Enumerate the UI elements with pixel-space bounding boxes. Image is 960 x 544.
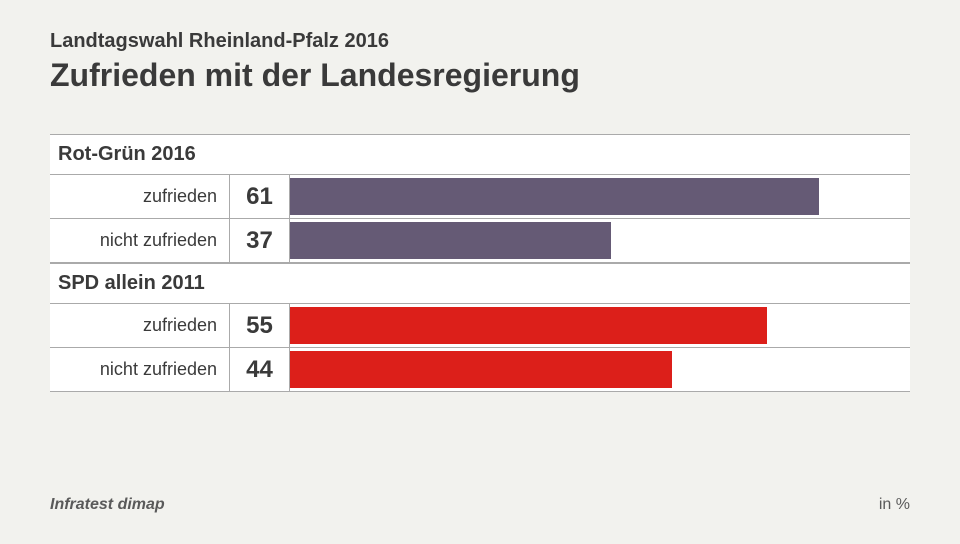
row-bar <box>290 351 672 388</box>
chart-row: zufrieden 61 <box>50 175 910 219</box>
chart-title: Zufrieden mit der Landesregierung <box>50 57 910 94</box>
row-label: zufrieden <box>50 175 230 218</box>
row-value: 44 <box>230 348 290 391</box>
footer-source: Infratest dimap <box>50 496 165 514</box>
row-bar-area <box>290 175 910 218</box>
chart-row: nicht zufrieden 37 <box>50 219 910 263</box>
group-header: Rot-Grün 2016 <box>50 134 910 175</box>
row-bar-area <box>290 348 910 391</box>
chart-subtitle: Landtagswahl Rheinland-Pfalz 2016 <box>50 30 910 53</box>
row-label: nicht zufrieden <box>50 348 230 391</box>
row-value: 37 <box>230 219 290 262</box>
bar-chart: Rot-Grün 2016 zufrieden 61 nicht zufried… <box>50 134 910 392</box>
row-bar <box>290 307 767 344</box>
chart-row: zufrieden 55 <box>50 304 910 348</box>
chart-footer: Infratest dimap in % <box>50 496 910 514</box>
group-header: SPD allein 2011 <box>50 263 910 304</box>
row-bar <box>290 178 819 215</box>
row-value: 55 <box>230 304 290 347</box>
chart-row: nicht zufrieden 44 <box>50 348 910 392</box>
row-bar <box>290 222 611 259</box>
row-value: 61 <box>230 175 290 218</box>
footer-unit: in % <box>879 496 910 514</box>
row-bar-area <box>290 304 910 347</box>
row-label: zufrieden <box>50 304 230 347</box>
row-label: nicht zufrieden <box>50 219 230 262</box>
row-bar-area <box>290 219 910 262</box>
